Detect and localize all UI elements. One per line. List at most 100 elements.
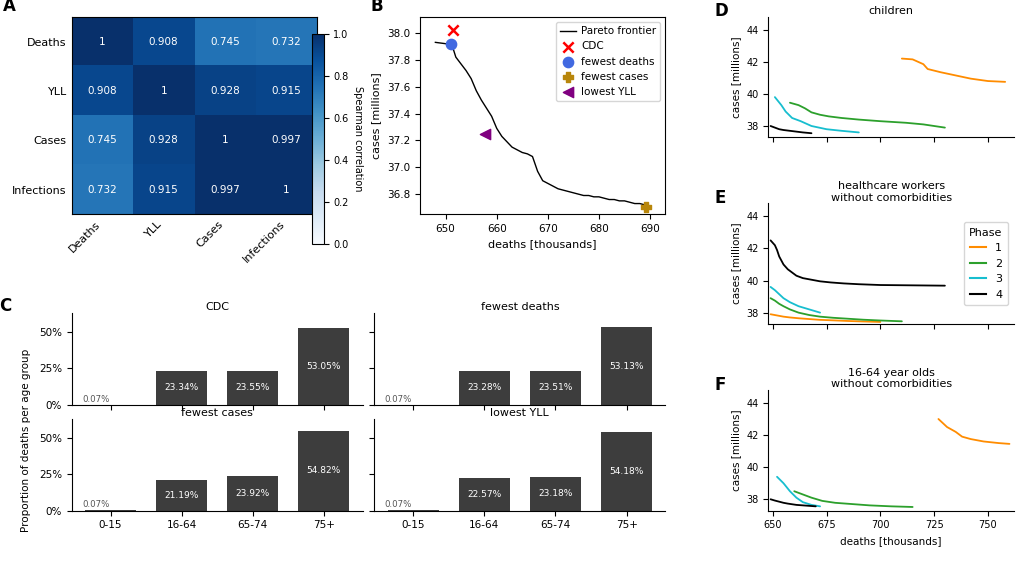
Text: C: C [0, 297, 11, 315]
Text: 0.908: 0.908 [148, 36, 178, 47]
Pareto frontier [511, 146, 523, 153]
Text: 0.915: 0.915 [271, 86, 301, 96]
Legend: 1, 2, 3, 4: 1, 2, 3, 4 [964, 222, 1009, 305]
Pareto frontier [629, 200, 641, 207]
Title: lowest YLL: lowest YLL [490, 408, 549, 418]
Bar [298, 328, 349, 405]
Text: 23.92%: 23.92% [236, 489, 270, 498]
Bar [156, 371, 207, 405]
Text: 1: 1 [161, 86, 167, 96]
Pareto frontier [475, 96, 487, 103]
Pareto frontier [639, 201, 651, 208]
Title: children: children [868, 6, 913, 16]
Text: E: E [715, 189, 726, 207]
X-axis label: deaths [thousands]: deaths [thousands] [841, 536, 942, 546]
Text: 23.18%: 23.18% [539, 489, 572, 498]
Bar [227, 476, 279, 511]
Text: F: F [715, 376, 726, 394]
Pareto frontier [521, 150, 534, 157]
Text: 0.745: 0.745 [87, 135, 117, 145]
Text: 23.51%: 23.51% [539, 383, 572, 392]
Pareto frontier [624, 199, 636, 205]
Pareto frontier [547, 183, 559, 190]
Pareto frontier [447, 45, 460, 52]
fewest cases [638, 203, 654, 211]
Pareto frontier [480, 105, 493, 112]
Pareto frontier [516, 149, 528, 156]
Text: 0.732: 0.732 [271, 36, 301, 47]
Pareto frontier [593, 194, 605, 200]
Text: 0.07%: 0.07% [385, 500, 412, 509]
Pareto frontier [542, 180, 554, 187]
Text: D: D [715, 2, 728, 20]
Pareto frontier [578, 192, 590, 199]
Bar [298, 431, 349, 511]
Text: 0.997: 0.997 [210, 185, 240, 195]
Pareto frontier [634, 200, 646, 207]
Pareto frontier [598, 195, 610, 201]
Pareto frontier [557, 187, 569, 194]
Text: 0.07%: 0.07% [82, 395, 110, 404]
Legend: Pareto frontier, CDC, fewest deaths, fewest cases, lowest YLL: Pareto frontier, CDC, fewest deaths, few… [556, 22, 660, 101]
Pareto frontier [465, 75, 477, 82]
Y-axis label: Spearman correlation: Spearman correlation [352, 86, 362, 192]
Y-axis label: cases [millions]: cases [millions] [372, 72, 382, 159]
Title: fewest deaths: fewest deaths [480, 302, 559, 312]
Pareto frontier [562, 188, 574, 195]
X-axis label: deaths [thousands]: deaths [thousands] [488, 240, 597, 250]
Bar [529, 477, 581, 511]
Pareto frontier [618, 197, 631, 204]
Pareto frontier [504, 141, 516, 148]
Text: A: A [3, 0, 15, 15]
Text: 1: 1 [222, 135, 228, 145]
Text: 1: 1 [99, 36, 105, 47]
Text: B: B [371, 0, 384, 15]
Pareto frontier [644, 203, 656, 210]
Pareto frontier [470, 88, 482, 94]
Text: 0.928: 0.928 [210, 86, 240, 96]
Text: 54.18%: 54.18% [609, 467, 644, 476]
Pareto frontier [588, 194, 600, 200]
Title: healthcare workers
without comorbidities: healthcare workers without comorbidities [830, 181, 951, 203]
Text: 0.997: 0.997 [271, 135, 301, 145]
Y-axis label: cases [millions]: cases [millions] [731, 36, 740, 118]
Pareto frontier [485, 113, 498, 119]
Text: 0.07%: 0.07% [385, 395, 412, 404]
Text: 0.915: 0.915 [148, 185, 178, 195]
Text: 53.13%: 53.13% [609, 362, 644, 371]
Text: 22.57%: 22.57% [467, 490, 502, 499]
Pareto frontier [608, 196, 621, 203]
Pareto frontier [583, 192, 595, 199]
Pareto frontier [537, 177, 549, 184]
Pareto frontier [439, 40, 452, 47]
Pareto frontier [531, 168, 544, 174]
Pareto frontier [444, 41, 457, 48]
Bar [529, 371, 581, 405]
Text: 23.55%: 23.55% [236, 383, 270, 392]
Text: 0.908: 0.908 [87, 86, 117, 96]
Text: 0.732: 0.732 [87, 185, 117, 195]
Text: 0.745: 0.745 [210, 36, 240, 47]
Y-axis label: cases [millions]: cases [millions] [731, 410, 740, 491]
Pareto frontier [603, 196, 615, 203]
Text: 0.928: 0.928 [148, 135, 178, 145]
Pareto frontier [496, 133, 508, 140]
Text: 53.05%: 53.05% [306, 362, 341, 371]
Title: fewest cases: fewest cases [181, 408, 253, 418]
Bar [459, 371, 510, 405]
Pareto frontier [490, 125, 503, 132]
Pareto frontier [506, 144, 518, 150]
Bar [156, 480, 207, 511]
Pareto frontier [429, 39, 441, 45]
Bar [601, 431, 652, 511]
Line: Pareto frontier: Pareto frontier [435, 42, 650, 206]
Title: 16-64 year olds
without comorbidities: 16-64 year olds without comorbidities [830, 367, 951, 389]
Pareto frontier [572, 191, 585, 197]
Title: CDC: CDC [205, 302, 229, 312]
Y-axis label: cases [millions]: cases [millions] [731, 223, 740, 305]
Text: 23.34%: 23.34% [165, 383, 199, 392]
Bar [601, 328, 652, 405]
Pareto frontier [434, 40, 446, 47]
CDC [445, 26, 462, 35]
Pareto frontier [526, 153, 539, 160]
